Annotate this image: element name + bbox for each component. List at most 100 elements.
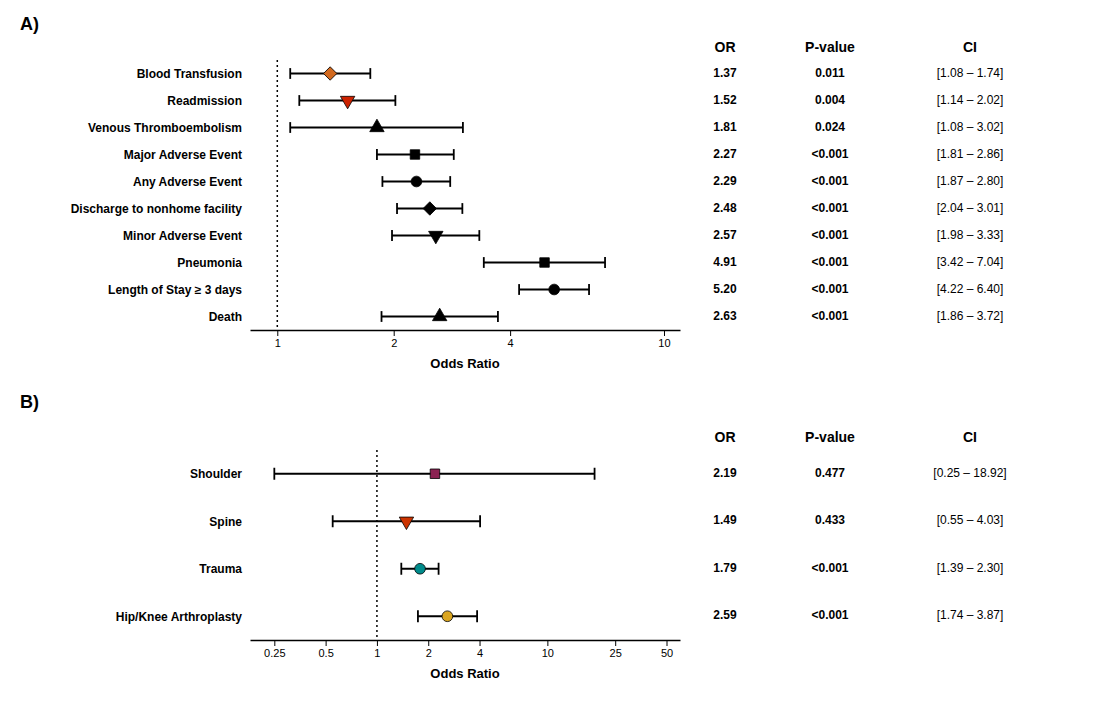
column-header: CI (963, 39, 977, 55)
tick: Venous Thromboembolism (88, 121, 242, 135)
row (274, 468, 594, 480)
ci-cap (381, 311, 383, 322)
tick-mark (377, 640, 378, 646)
table-cell: 1.81 (713, 120, 737, 134)
category-label: Discharge to nonhome facility (71, 202, 243, 216)
ci-cap (604, 257, 606, 268)
category-label: Any Adverse Event (133, 175, 242, 189)
tick-label: 1 (374, 647, 380, 659)
tick-mark (326, 640, 327, 646)
panel-title: A) (20, 14, 39, 34)
tick: 2 (426, 640, 432, 659)
panel: B)0.250.5124102550Odds RatioShoulderSpin… (20, 392, 1007, 681)
table-cell: 2.63 (713, 309, 737, 323)
tick-mark (277, 330, 278, 336)
table-cell: 2.57 (713, 228, 737, 242)
table-cell: 0.011 (815, 66, 845, 80)
ci-cap (391, 230, 393, 241)
table-cell: 2.29 (713, 174, 737, 188)
tick: 1 (374, 640, 380, 659)
row (290, 67, 370, 80)
table-cell: 1.37 (713, 66, 737, 80)
ci-cap (376, 149, 378, 160)
y-axis: Blood Transfusion Readmission Venous Throm… (71, 67, 243, 324)
table-cell: 4.91 (713, 255, 737, 269)
tick: Shoulder (190, 467, 242, 481)
ci-cap (497, 311, 499, 322)
category-label: Trauma (199, 562, 242, 576)
table: ORP-valueCI1.370.011[1.08 – 1.74]1.520.0… (713, 39, 1003, 323)
point-estimate (423, 202, 436, 215)
table-cell: 0.004 (815, 93, 845, 107)
plot-area (277, 60, 605, 330)
row (397, 202, 462, 215)
tick: 0.5 (318, 640, 333, 659)
tick: Minor Adverse Event (123, 229, 242, 243)
tick: Readmission (167, 94, 242, 108)
ci-cap (400, 563, 402, 575)
ci-cap (438, 563, 440, 575)
table-cell: <0.001 (811, 174, 848, 188)
tick-mark (664, 330, 665, 336)
table-cell: [0.25 – 18.92] (933, 466, 1006, 480)
ci-cap (483, 257, 485, 268)
tick: 2 (391, 330, 397, 349)
row (333, 515, 480, 529)
ci-cap (332, 515, 334, 527)
row (382, 176, 450, 187)
tick-label: 10 (542, 647, 554, 659)
category-label: Blood Transfusion (137, 67, 242, 81)
row (519, 284, 589, 295)
table-cell: [1.87 – 2.80] (937, 174, 1004, 188)
axis-line (251, 330, 681, 332)
point-estimate (549, 284, 560, 295)
panel: A)12410Odds RatioBlood TransfusionReadmi… (20, 14, 1003, 371)
column-header: OR (715, 429, 736, 445)
ci-cap (588, 284, 590, 295)
column-header: P-value (805, 39, 855, 55)
ci-cap (453, 149, 455, 160)
ci-cap (518, 284, 520, 295)
point-estimate (411, 176, 422, 187)
table-cell: [1.98 – 3.33] (937, 228, 1004, 242)
category-label: Readmission (167, 94, 242, 108)
ci-cap (369, 68, 371, 79)
tick-label: 2 (426, 647, 432, 659)
ci-cap (479, 515, 481, 527)
tick: 50 (661, 640, 673, 659)
category-label: Death (209, 310, 242, 324)
plot-area (274, 450, 594, 640)
table-cell: 0.024 (815, 120, 845, 134)
ci-cap (462, 122, 464, 133)
table-cell: [1.74 – 3.87] (937, 608, 1004, 622)
tick-mark (547, 640, 548, 646)
column-header: OR (715, 39, 736, 55)
table-cell: 0.433 (815, 513, 845, 527)
panel-title: B) (20, 392, 39, 412)
ci-cap (289, 122, 291, 133)
category-label: Shoulder (190, 467, 242, 481)
tick: Discharge to nonhome facility (71, 202, 243, 216)
tick: 4 (477, 640, 483, 659)
ci-cap (594, 468, 596, 480)
tick-label: 2 (391, 337, 397, 349)
tick-label: 4 (508, 337, 514, 349)
category-label: Pneumonia (177, 256, 242, 270)
row (401, 563, 438, 575)
point-estimate (540, 258, 549, 267)
table-cell: <0.001 (811, 561, 848, 575)
table-cell: [3.42 – 7.04] (937, 255, 1004, 269)
tick: Pneumonia (177, 256, 242, 270)
ci-cap (417, 610, 419, 622)
column-header: P-value (805, 429, 855, 445)
tick: 1 (275, 330, 281, 349)
tick-label: 1 (275, 337, 281, 349)
point-estimate (429, 231, 443, 243)
tick: Length of Stay ≥ 3 days (108, 283, 242, 297)
tick-label: 0.5 (318, 647, 333, 659)
point-estimate (399, 517, 413, 529)
category-label: Venous Thromboembolism (88, 121, 242, 135)
tick: Trauma (199, 562, 242, 576)
point-estimate (442, 611, 453, 622)
axis-title: Odds Ratio (430, 666, 499, 681)
